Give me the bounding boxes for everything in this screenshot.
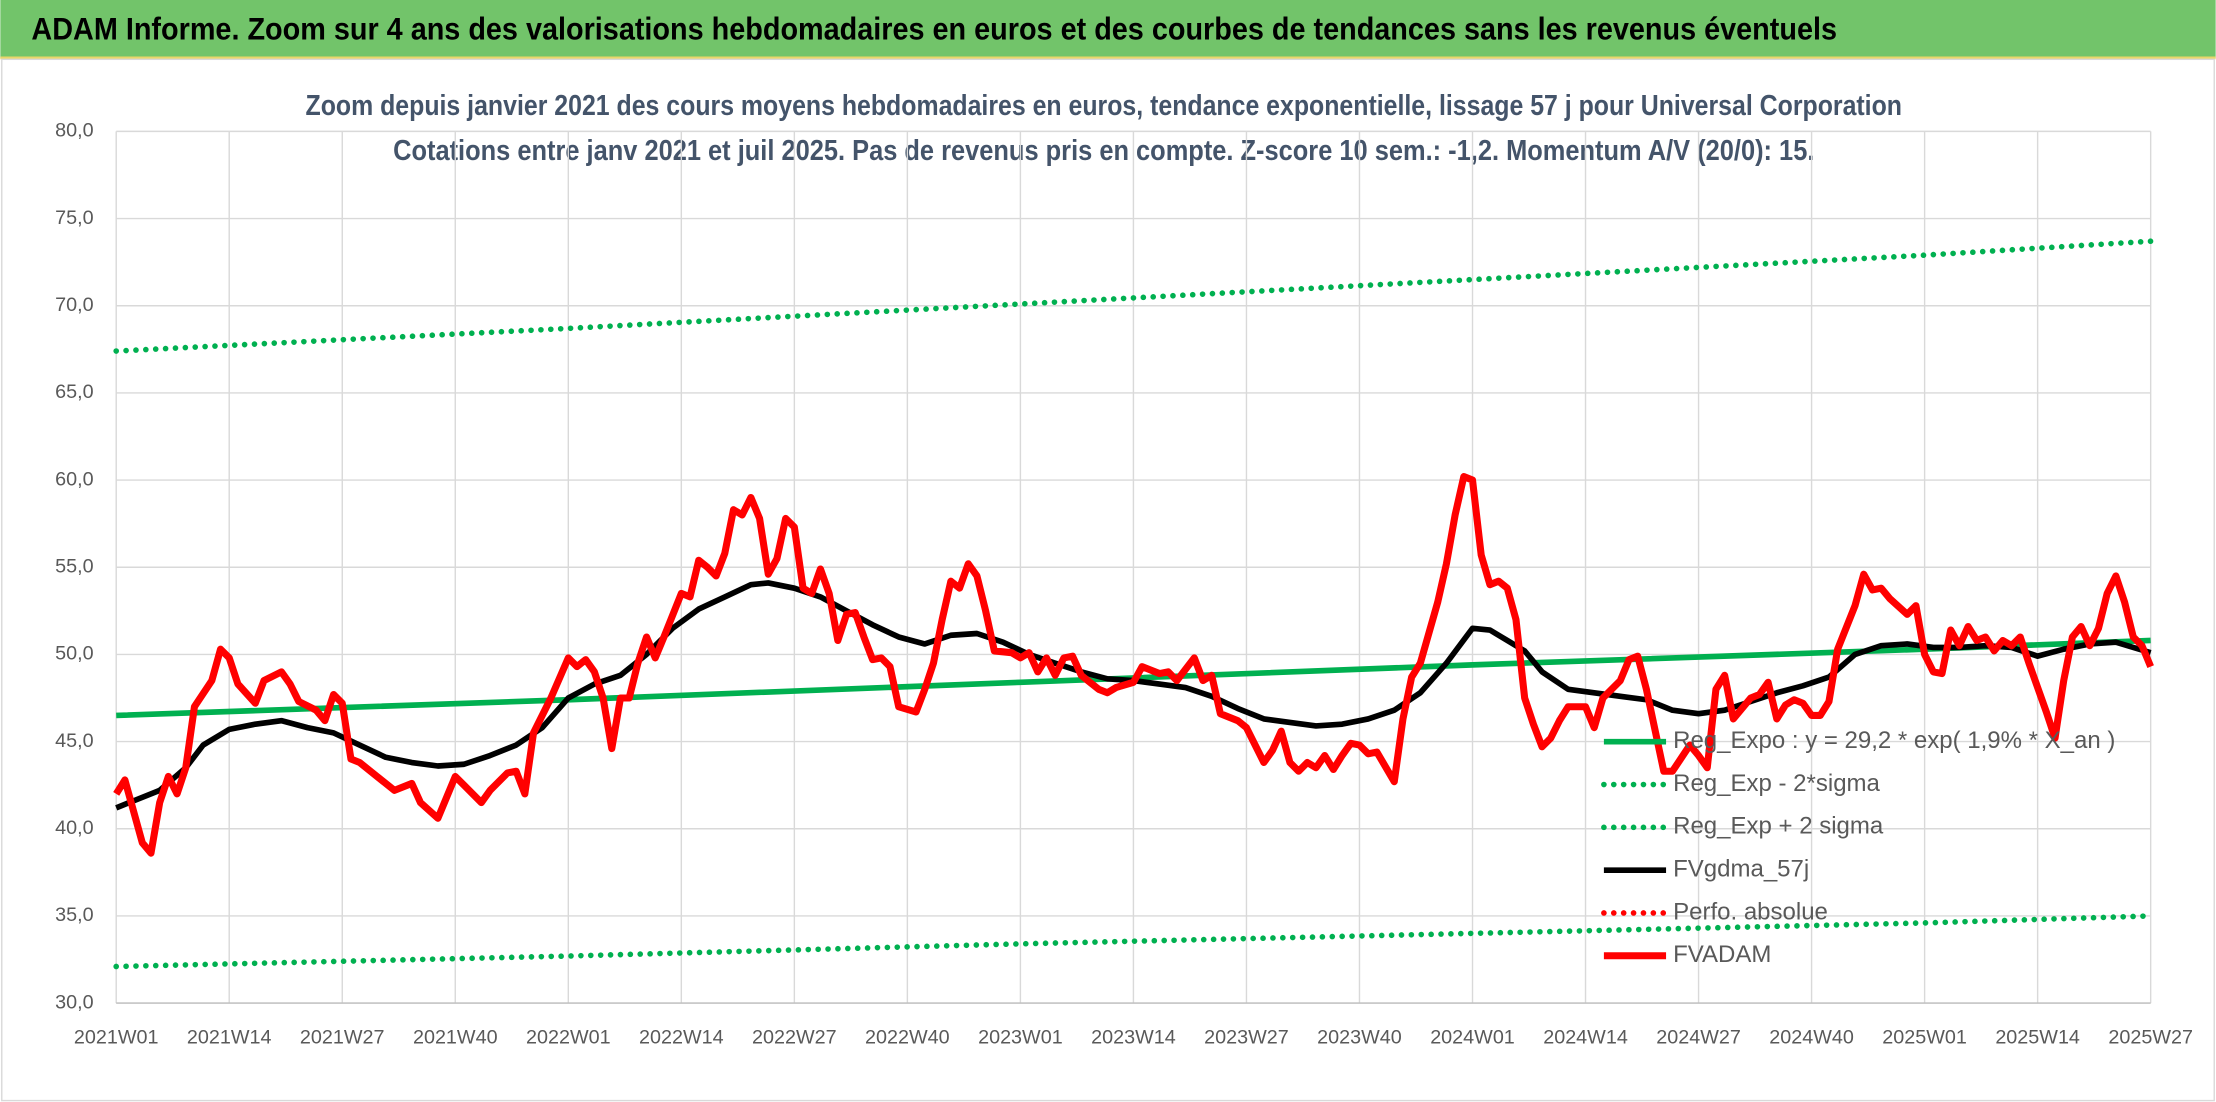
y-tick-label: 40,0 (55, 817, 93, 839)
chart-subtitle: Zoom depuis janvier 2021 des cours moyen… (306, 89, 1902, 121)
y-tick-label: 55,0 (55, 555, 93, 577)
x-tick-label: 2025W14 (1995, 1027, 2080, 1049)
x-tick-label: 2022W27 (752, 1027, 837, 1049)
legend-label: Reg_Exp + 2 sigma (1673, 813, 1884, 840)
x-tick-label: 2024W27 (1656, 1027, 1741, 1049)
y-tick-label: 65,0 (55, 381, 93, 403)
x-tick-label: 2025W27 (2108, 1027, 2193, 1049)
x-tick-label: 2023W14 (1091, 1027, 1176, 1049)
y-tick-label: 35,0 (55, 904, 93, 926)
x-tick-label: 2023W27 (1204, 1027, 1289, 1049)
y-tick-label: 70,0 (55, 294, 93, 316)
series-line (113, 238, 2154, 354)
legend-label: FVgdma_57j (1673, 855, 1809, 882)
x-tick-label: 2023W40 (1317, 1027, 1402, 1049)
chart-border (1, 58, 2215, 1102)
x-tick-label: 2023W01 (978, 1027, 1063, 1049)
x-tick-label: 2022W14 (639, 1027, 724, 1049)
y-tick-label: 45,0 (55, 730, 93, 752)
y-tick-label: 50,0 (55, 643, 93, 665)
title-banner (0, 0, 2216, 58)
y-tick-label: 60,0 (55, 468, 93, 490)
x-tick-label: 2022W40 (865, 1027, 950, 1049)
x-tick-label: 2021W14 (187, 1027, 272, 1049)
x-tick-label: 2021W40 (413, 1027, 498, 1049)
x-tick-label: 2025W01 (1882, 1027, 1967, 1049)
legend-label: Perfo. absolue (1673, 898, 1828, 925)
y-tick-label: 30,0 (55, 991, 93, 1013)
series-line (113, 913, 2154, 970)
x-tick-label: 2021W27 (300, 1027, 385, 1049)
x-tick-label: 2024W40 (1769, 1027, 1854, 1049)
legend-label: Reg_Expo : y = 29,2 * exp( 1,9% * X_an ) (1673, 727, 2115, 754)
legend-label: Reg_Exp - 2*sigma (1673, 770, 1880, 797)
x-tick-label: 2022W01 (526, 1027, 611, 1049)
x-tick-label: 2021W01 (74, 1027, 159, 1049)
series-line (115, 580, 2152, 811)
chart-title: ADAM Informe. Zoom sur 4 ans des valoris… (31, 11, 1837, 46)
x-tick-label: 2024W14 (1543, 1027, 1628, 1049)
series-line (113, 473, 2154, 857)
legend-label: FVADAM (1673, 941, 1771, 968)
y-tick-label: 80,0 (55, 120, 93, 142)
y-tick-label: 75,0 (55, 207, 93, 229)
x-tick-label: 2024W01 (1430, 1027, 1515, 1049)
chart-subtitle: Cotations entre janv 2021 et juil 2025. … (393, 134, 1814, 166)
